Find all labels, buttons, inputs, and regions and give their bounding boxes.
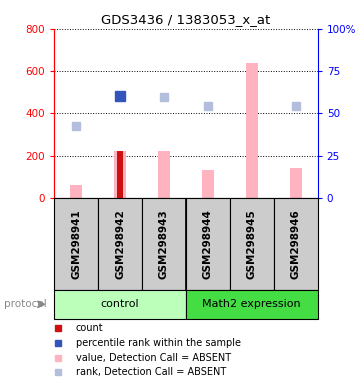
Text: protocol: protocol (4, 299, 46, 310)
FancyBboxPatch shape (274, 198, 318, 290)
FancyBboxPatch shape (142, 198, 186, 290)
Text: GSM298946: GSM298946 (291, 209, 301, 279)
FancyBboxPatch shape (98, 198, 142, 290)
Text: rank, Detection Call = ABSENT: rank, Detection Call = ABSENT (76, 367, 226, 377)
FancyBboxPatch shape (230, 198, 274, 290)
Text: count: count (76, 323, 104, 333)
Text: GSM298941: GSM298941 (71, 209, 81, 279)
FancyBboxPatch shape (54, 198, 98, 290)
Bar (290, 168, 302, 198)
Text: percentile rank within the sample: percentile rank within the sample (76, 338, 241, 348)
Text: GSM298943: GSM298943 (159, 209, 169, 279)
Text: GSM298944: GSM298944 (203, 209, 213, 279)
Text: control: control (101, 299, 139, 310)
Bar (70, 185, 82, 198)
Title: GDS3436 / 1383053_x_at: GDS3436 / 1383053_x_at (101, 13, 270, 26)
Bar (202, 170, 214, 198)
Bar (114, 151, 126, 198)
FancyBboxPatch shape (186, 290, 318, 319)
Text: Math2 expression: Math2 expression (203, 299, 301, 310)
Text: value, Detection Call = ABSENT: value, Detection Call = ABSENT (76, 353, 231, 362)
Bar (245, 63, 258, 198)
FancyBboxPatch shape (186, 198, 230, 290)
Text: GSM298942: GSM298942 (115, 209, 125, 279)
Text: GSM298945: GSM298945 (247, 209, 257, 279)
Bar (158, 151, 170, 198)
Bar (117, 151, 123, 198)
FancyBboxPatch shape (54, 290, 186, 319)
